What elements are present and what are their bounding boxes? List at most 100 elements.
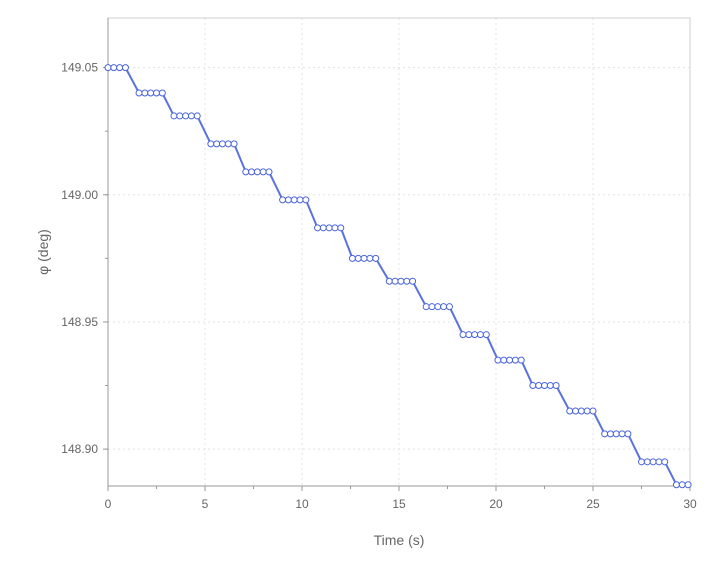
data-point [248,168,256,176]
y-tick-label: 149.05 [61,61,98,75]
data-point [618,430,626,438]
data-point [348,254,356,262]
x-tick-label: 15 [392,497,406,511]
x-axis-title: Time (s) [374,532,425,548]
data-point [121,64,129,72]
data-point [284,196,292,204]
tick-labels: 0 5 10 15 20 25 30 148.90 148.95 149.00 149.05 [61,61,697,511]
data-point [517,356,525,364]
grid [108,18,690,486]
data-point [230,140,238,148]
data-point [265,168,273,176]
x-tick-label: 10 [295,497,309,511]
data-point [331,224,339,232]
data-point [471,331,479,339]
x-tick-label: 5 [202,497,209,511]
data-point [187,112,195,120]
data-point [577,407,585,415]
data-point [434,303,442,311]
data-point [391,277,399,285]
data-point [409,277,417,285]
data-point [552,382,560,390]
axes [103,18,691,491]
data-point [385,277,393,285]
data-point [638,458,645,466]
data-point [459,331,467,339]
data-point [601,430,609,438]
data-point [428,303,436,311]
data-point [678,481,686,489]
data-point [147,89,155,97]
data-point [314,224,322,232]
data-point [290,196,298,204]
data-point [535,382,543,390]
x-tick-label: 0 [105,497,112,511]
data-point [302,196,310,204]
y-tick-label: 148.95 [61,315,98,329]
data-point [141,89,149,97]
data-point [242,168,250,176]
data-point [506,356,514,364]
data-point [116,64,124,72]
data-point [360,254,368,262]
series-layer [104,64,692,489]
data-point [445,303,453,311]
data-point [572,407,580,415]
y-tick-label: 149.00 [61,188,98,202]
data-point [325,224,333,232]
y-tick-label: 148.90 [61,442,98,456]
data-point [397,277,405,285]
data-point [511,356,519,364]
data-point [337,224,345,232]
data-point [661,458,669,466]
data-point [279,196,287,204]
data-point [158,89,166,97]
data-point [476,331,484,339]
data-point [649,458,657,466]
data-point [672,481,680,489]
data-point [372,254,380,262]
data-point [110,64,118,72]
y-axis-title: φ (deg) [35,229,51,275]
data-point [354,254,362,262]
data-point [643,458,651,466]
data-point [193,112,201,120]
data-point [207,140,215,148]
data-point [612,430,620,438]
data-point [153,89,160,97]
data-point [296,196,304,204]
data-point [500,356,508,364]
data-point [606,430,614,438]
data-point [224,140,232,148]
data-point [403,277,411,285]
data-point [494,356,502,364]
data-point [566,407,574,415]
x-tick-label: 20 [489,497,503,511]
data-point [259,168,267,176]
data-point [170,112,178,120]
data-point [589,407,597,415]
series-line [108,66,689,486]
data-point [482,331,490,339]
data-point [104,64,112,72]
data-point [684,481,692,489]
data-point [176,112,184,120]
data-point [465,331,473,339]
data-point [135,89,143,97]
data-point [213,140,221,148]
data-point [182,112,190,120]
data-point [422,303,430,311]
data-point [624,430,632,438]
data-point [253,168,261,176]
data-point [583,407,591,415]
x-tick-label: 30 [683,497,697,511]
data-point [655,458,663,466]
data-point [529,382,537,390]
data-point [440,303,448,311]
data-point [366,254,374,262]
data-point [546,382,554,390]
data-point [319,224,327,232]
data-point [541,382,548,390]
